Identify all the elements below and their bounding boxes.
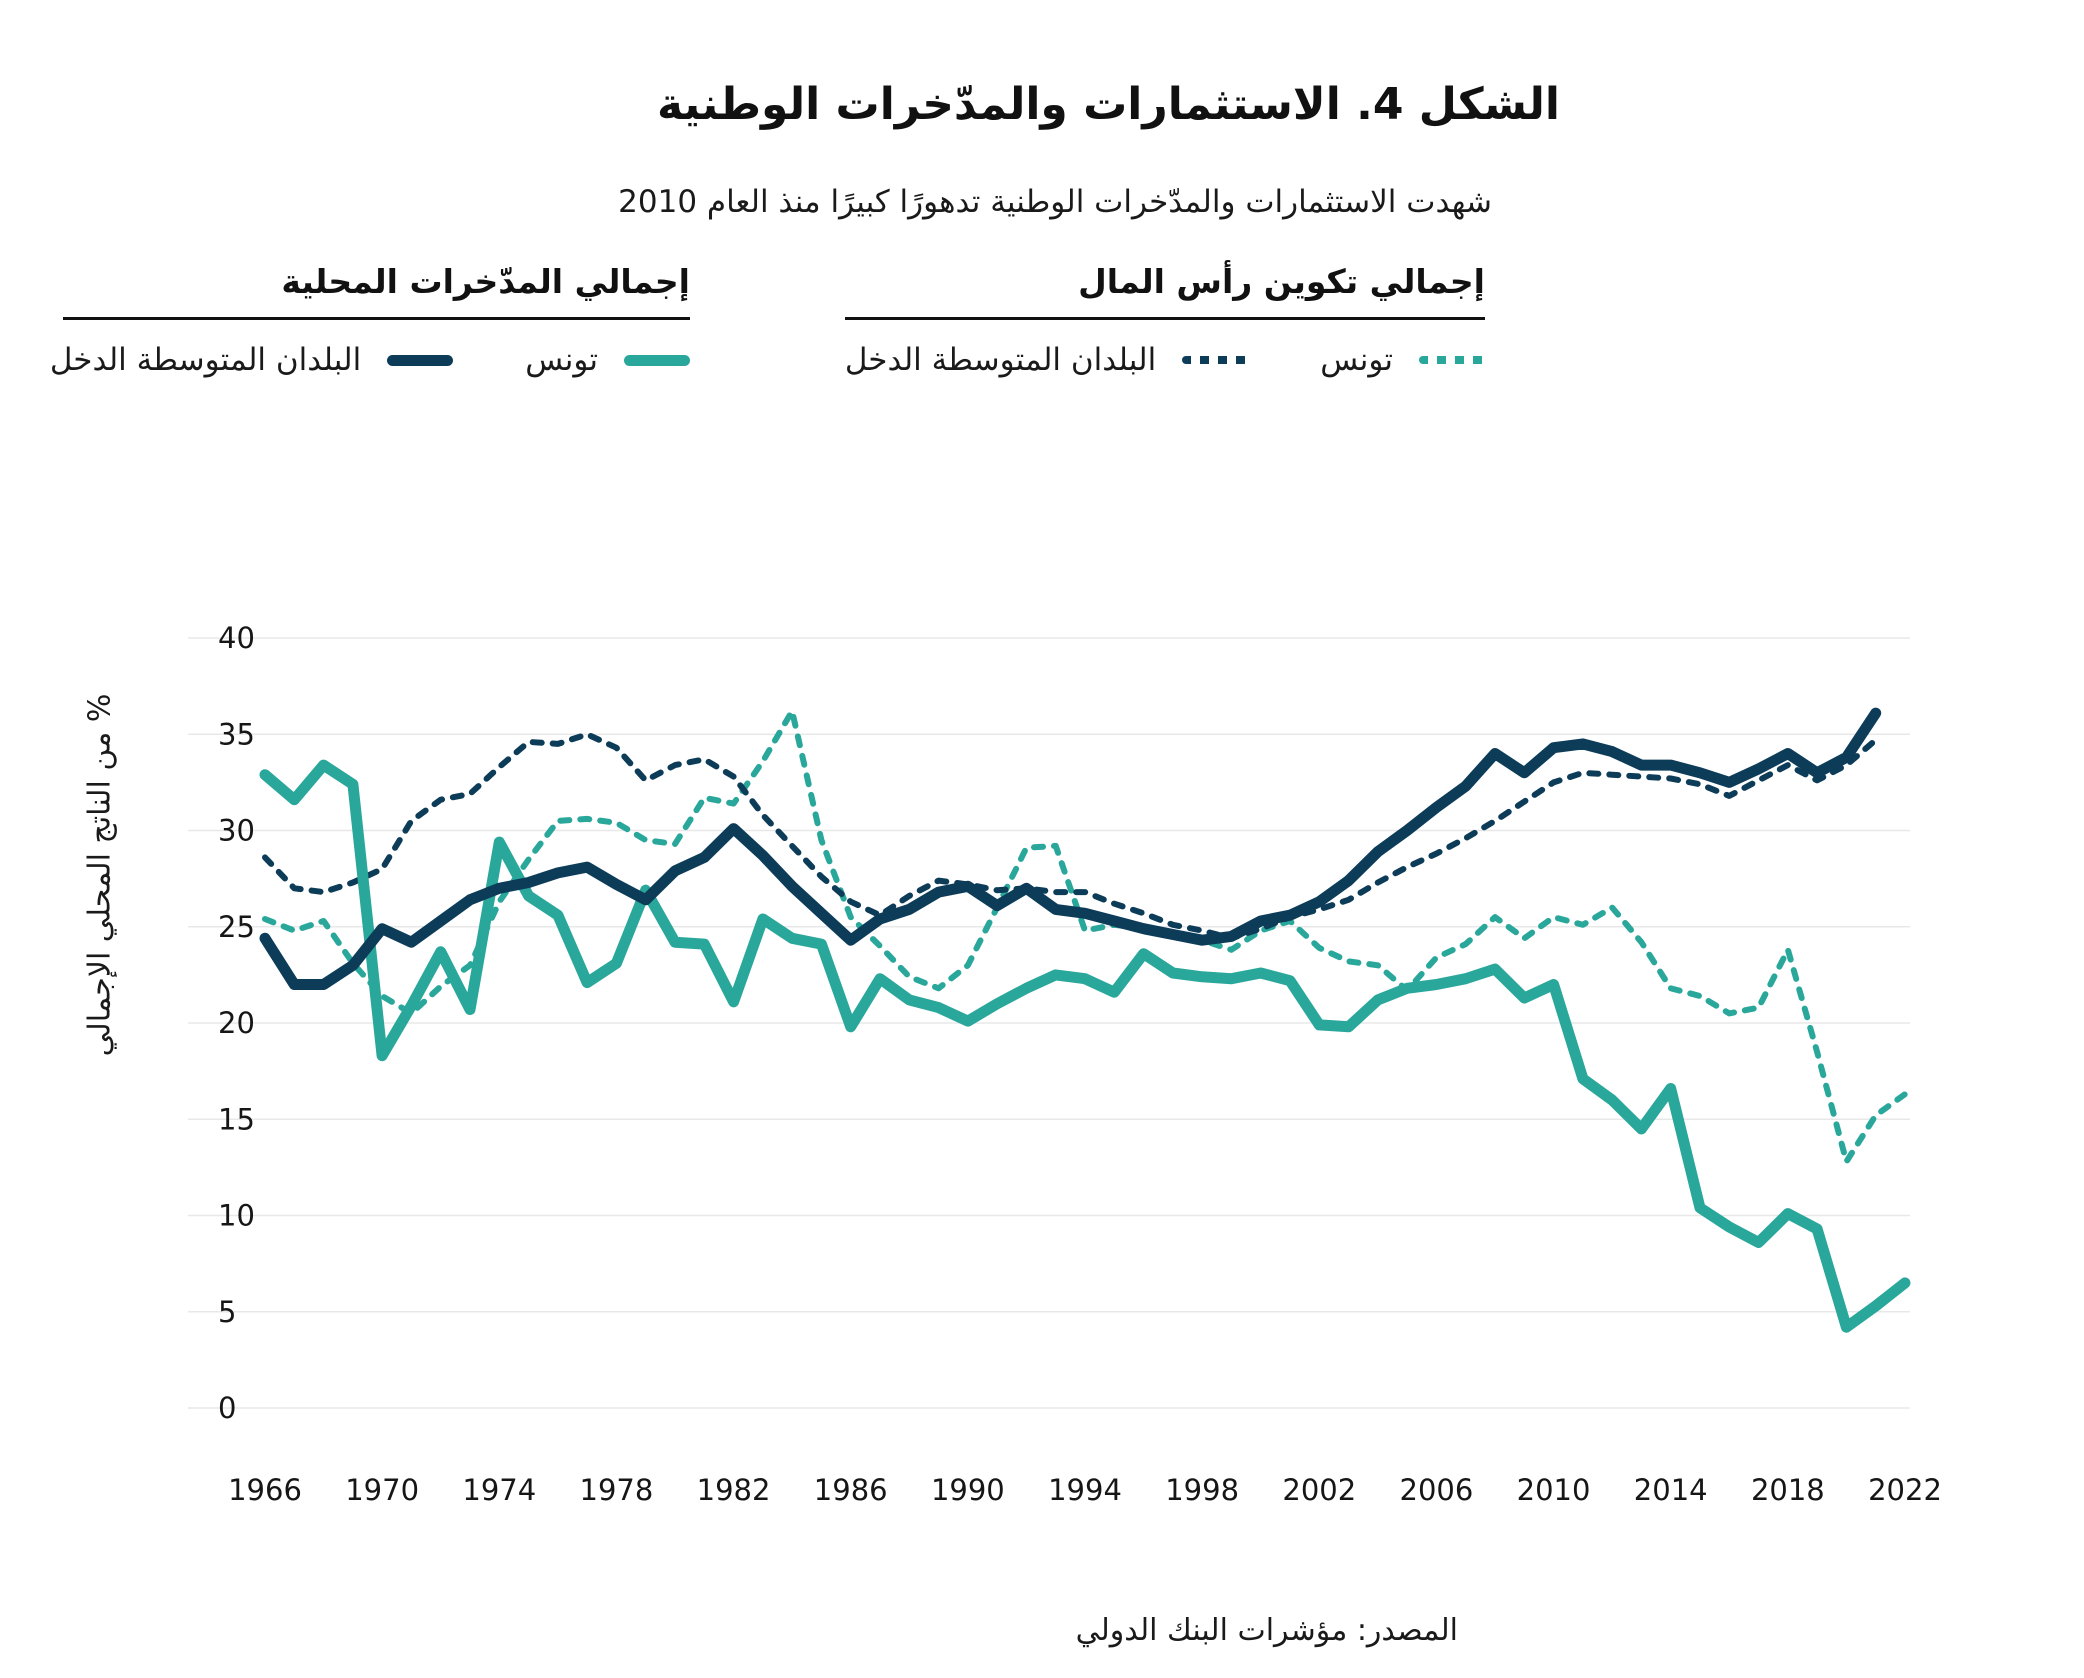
x-tick-label: 1978: [580, 1473, 654, 1507]
legend-label: البلدان المتوسطة الدخل: [49, 342, 362, 378]
x-tick-label: 1998: [1165, 1473, 1239, 1507]
y-tick-label: 30: [218, 814, 255, 848]
figure-subtitle: شهدت الاستثمارات والمدّخرات الوطنية تدهو…: [618, 184, 1492, 220]
x-tick-label: 1974: [462, 1473, 536, 1507]
series-line-mic-domestic-savings: [259, 707, 1882, 990]
legend-swatch-solid-line: [387, 354, 454, 366]
y-tick-label: 0: [218, 1391, 236, 1425]
legend-group-domestic-savings: إجمالي المدّخرات المحلية تونس البلدان الم…: [50, 262, 690, 378]
x-tick-label: 1990: [931, 1473, 1005, 1507]
legend-item: تونس: [1320, 342, 1485, 378]
x-tick-label: 1994: [1048, 1473, 1122, 1507]
series-line-tunisia-domestic-savings: [259, 759, 1911, 1333]
legend-items: تونس البلدان المتوسطة الدخل: [50, 342, 690, 378]
legend-label: تونس: [1320, 342, 1393, 378]
x-tick-label: 2014: [1634, 1473, 1708, 1507]
y-tick-label: 35: [218, 717, 255, 751]
y-tick-label: 10: [218, 1199, 255, 1233]
legend-item: تونس: [525, 342, 690, 378]
series-line-mic-capital-formation: [262, 731, 1879, 942]
figure-title: الشكل 4. الاستثمارات والمدّخرات الوطنية: [656, 79, 1560, 131]
x-tick-label: 1970: [345, 1473, 419, 1507]
x-tick-label: 2006: [1400, 1473, 1474, 1507]
y-tick-label: 20: [218, 1006, 255, 1040]
legend-group-title: إجمالي تكوين رأس المال: [845, 262, 1485, 320]
source-note: المصدر: مؤشرات البنك الدولي: [1075, 1613, 1458, 1648]
x-tick-label: 1966: [228, 1473, 302, 1507]
y-tick-label: 25: [218, 910, 255, 944]
x-tick-label: 2010: [1517, 1473, 1591, 1507]
y-tick-label: 15: [218, 1102, 255, 1136]
x-tick-label: 1982: [697, 1473, 771, 1507]
y-tick-label: 5: [218, 1295, 236, 1329]
legend-label: البلدان المتوسطة الدخل: [844, 342, 1157, 378]
legend-label: تونس: [525, 342, 598, 378]
legend-item: البلدان المتوسطة الدخل: [49, 342, 454, 378]
legend-swatch-solid-line: [624, 354, 690, 366]
x-tick-label: 2018: [1751, 1473, 1825, 1507]
legend-items: تونس البلدان المتوسطة الدخل: [845, 342, 1485, 378]
legend-swatch-dashed-line: [1182, 356, 1249, 364]
legend-group-title: إجمالي المدّخرات المحلية: [63, 262, 690, 320]
legend-item: البلدان المتوسطة الدخل: [844, 342, 1249, 378]
series-line-tunisia-capital-formation: [262, 708, 1908, 1165]
y-axis-title: % من الناتج المحلي الإجمالي: [82, 693, 118, 1057]
x-tick-label: 2022: [1868, 1473, 1942, 1507]
y-tick-label: 40: [218, 621, 255, 655]
legend-group-capital-formation: إجمالي تكوين رأس المال تونس البلدان المتو…: [845, 262, 1485, 378]
x-tick-label: 1986: [814, 1473, 888, 1507]
legend-swatch-dashed-line: [1419, 356, 1485, 364]
x-tick-label: 2002: [1282, 1473, 1356, 1507]
